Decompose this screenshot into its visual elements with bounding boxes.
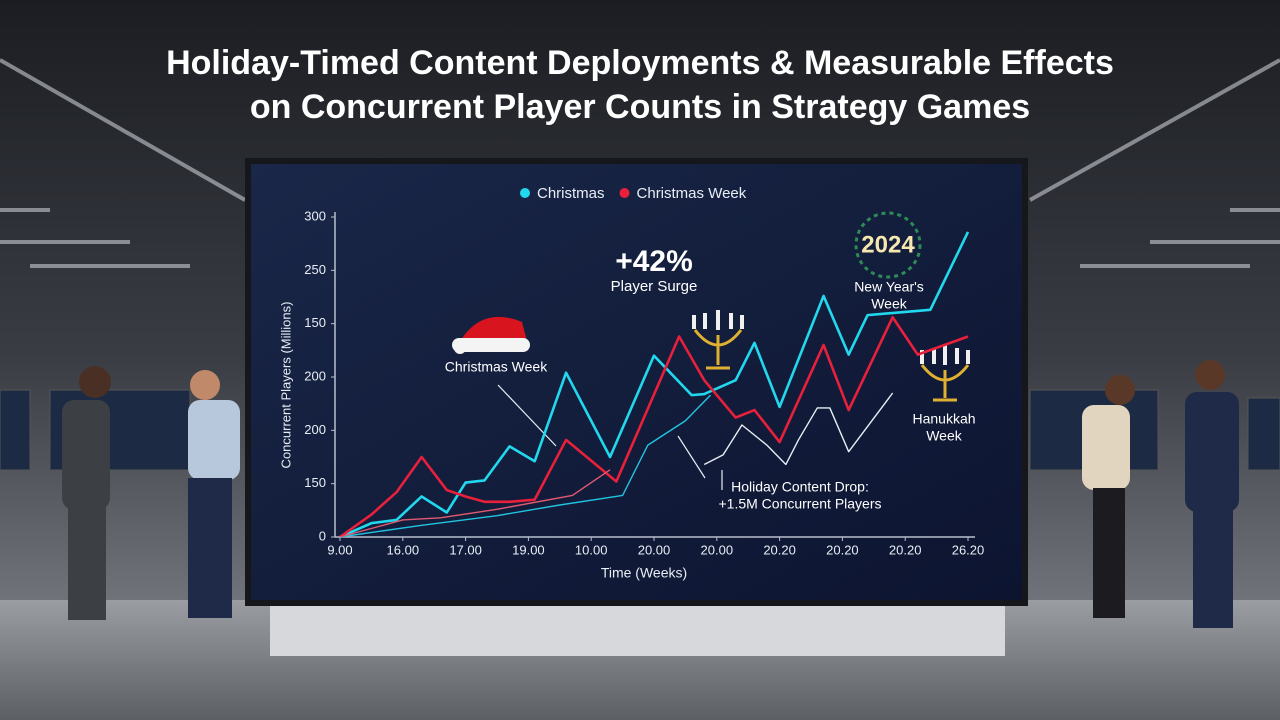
series-line — [339, 231, 970, 539]
x-tick-label: 20.00 — [638, 542, 671, 557]
series-line — [339, 315, 969, 539]
title-line: Holiday-Timed Content Deployments & Meas… — [166, 44, 1114, 82]
annotation: +42% — [615, 245, 693, 278]
x-tick-label: 17.00 — [449, 542, 482, 557]
title: Holiday-Timed Content Deployments & Meas… — [166, 44, 1114, 126]
y-axis-label: Concurrent Players (Millions) — [278, 302, 293, 469]
screen — [251, 164, 1022, 600]
office-walls — [0, 58, 1280, 268]
x-tick-label: 26.20 — [952, 542, 985, 557]
legend-label: Christmas — [537, 185, 605, 202]
x-tick-label: 10.00 — [575, 542, 608, 557]
x-tick-label: 20.00 — [701, 542, 734, 557]
x-tick-label: 19.00 — [512, 542, 545, 557]
annotation: Week — [926, 428, 963, 444]
annotation: Hanukkah — [912, 411, 975, 427]
legend-label: Christmas Week — [637, 185, 747, 202]
y-tick-label: 250 — [304, 262, 326, 277]
annotation: Week — [871, 296, 908, 312]
annotation: +1.5M Concurrent Players — [718, 496, 881, 512]
x-tick-label: 20.20 — [763, 542, 796, 557]
legend-swatch — [619, 188, 630, 198]
y-tick-label: 0 — [319, 528, 326, 543]
legend-swatch — [520, 188, 530, 198]
x-axis-label: Time (Weeks) — [601, 565, 687, 581]
annotation: Player Surge — [611, 278, 698, 295]
annotation-arrows — [497, 384, 723, 490]
y-tick-label: 150 — [304, 475, 326, 490]
annotation: Holiday Content Drop: — [731, 479, 869, 495]
x-tick-label: 9.00 — [327, 542, 352, 557]
y-tick-label: 150 — [304, 315, 326, 330]
y-tick-label: 200 — [304, 368, 326, 383]
axes — [334, 212, 975, 538]
x-tick-label: 20.20 — [826, 542, 859, 557]
people — [62, 360, 1239, 628]
x-tick-label: 20.20 — [889, 542, 922, 557]
series-line — [703, 392, 894, 466]
series-line — [339, 469, 611, 538]
y-tick-label: 300 — [304, 208, 326, 223]
x-tick-label: 16.00 — [387, 542, 420, 557]
annotation: New Year's — [854, 279, 924, 295]
y-tick-label: 200 — [304, 422, 326, 437]
stand — [270, 600, 1005, 656]
series-line — [339, 394, 712, 538]
title-line: on Concurrent Player Counts in Strategy … — [250, 88, 1030, 126]
annotation: Christmas Week — [445, 359, 548, 375]
decorations — [452, 211, 970, 402]
annotation: 2024 — [861, 231, 915, 258]
